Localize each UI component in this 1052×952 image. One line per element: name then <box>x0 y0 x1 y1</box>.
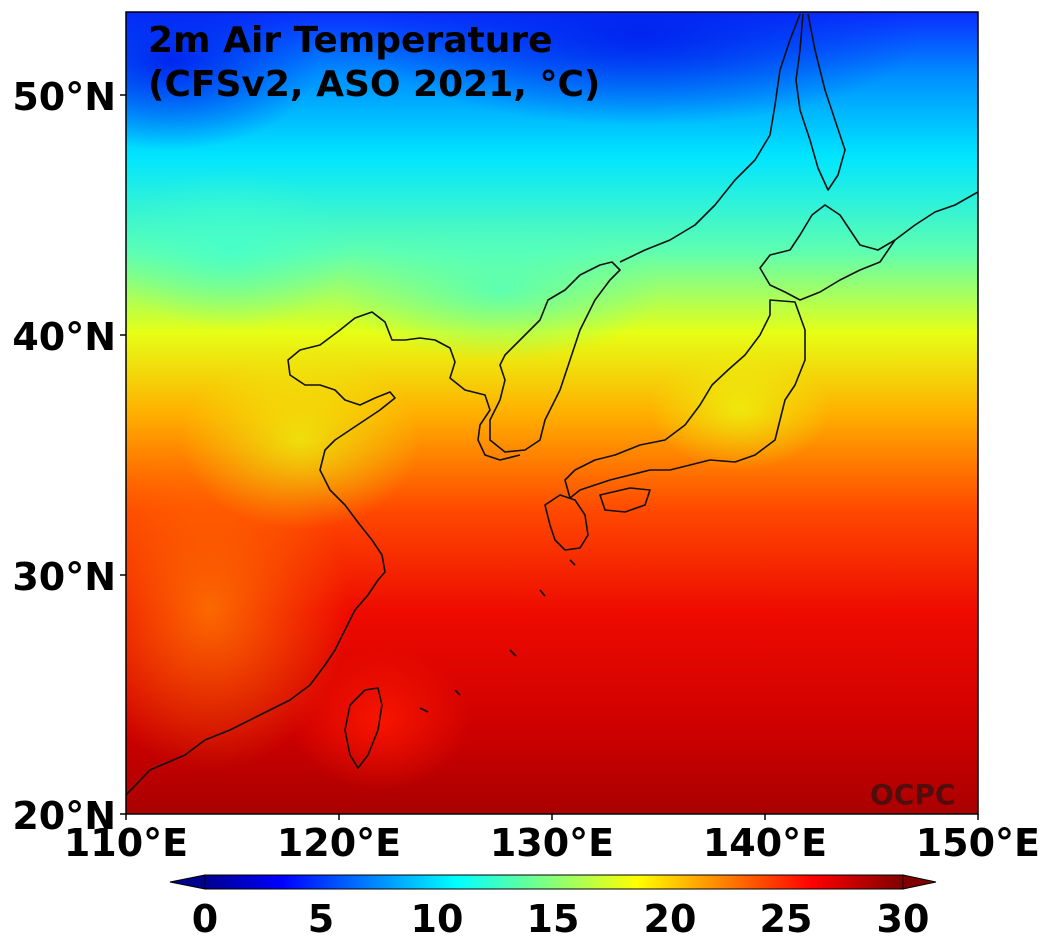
longitude-axis: 110°E 120°E 130°E 140°E 150°E <box>64 814 1040 865</box>
colorbar-tick-label: 5 <box>308 897 334 941</box>
colorbar-extend-high <box>902 874 937 890</box>
colorbar-extend-low <box>169 874 206 890</box>
hokkaido-coastline <box>759 204 896 301</box>
russia-coastline <box>619 13 801 263</box>
map-title-line1: 2m Air Temperature <box>148 20 553 61</box>
korea-coastline <box>489 261 621 453</box>
colorbar-tick-label: 15 <box>527 897 580 941</box>
ryukyu-islands <box>419 559 576 713</box>
coastlines <box>126 13 978 796</box>
honshu-coastline <box>564 299 806 499</box>
lon-tick-label: 110°E <box>64 821 188 865</box>
colorbar-tick-label: 10 <box>411 897 464 941</box>
lat-tick-label: 20°N <box>12 794 116 838</box>
taiwan-coastline <box>344 687 383 769</box>
colorbar-body <box>204 874 904 890</box>
lat-tick-label: 30°N <box>12 555 116 599</box>
lat-tick-label: 40°N <box>12 315 116 359</box>
lon-tick-label: 140°E <box>703 821 827 865</box>
colorbar-tick-label: 0 <box>192 897 218 941</box>
temperature-field <box>126 12 978 814</box>
colorbar-tick-label: 20 <box>644 897 697 941</box>
colorbar-tick-label: 30 <box>877 897 930 941</box>
lon-tick-label: 130°E <box>490 821 614 865</box>
sakhalin-coastline <box>795 13 846 191</box>
lon-tick-label: 150°E <box>916 821 1040 865</box>
kuril-islands <box>894 191 978 241</box>
china-coastline <box>126 311 521 796</box>
lat-tick-label: 50°N <box>12 75 116 119</box>
colorbar: 0 5 10 15 20 25 30 <box>169 874 937 941</box>
lon-tick-label: 120°E <box>277 821 401 865</box>
colorbar-tick-label: 25 <box>760 897 813 941</box>
shikoku-coastline <box>599 487 651 513</box>
latitude-axis: 50°N 40°N 30°N 20°N <box>12 75 126 838</box>
map-title-line2: (CFSv2, ASO 2021, °C) <box>148 64 600 105</box>
ocpc-watermark: OCPC <box>870 778 955 811</box>
kyushu-coastline <box>544 494 589 551</box>
